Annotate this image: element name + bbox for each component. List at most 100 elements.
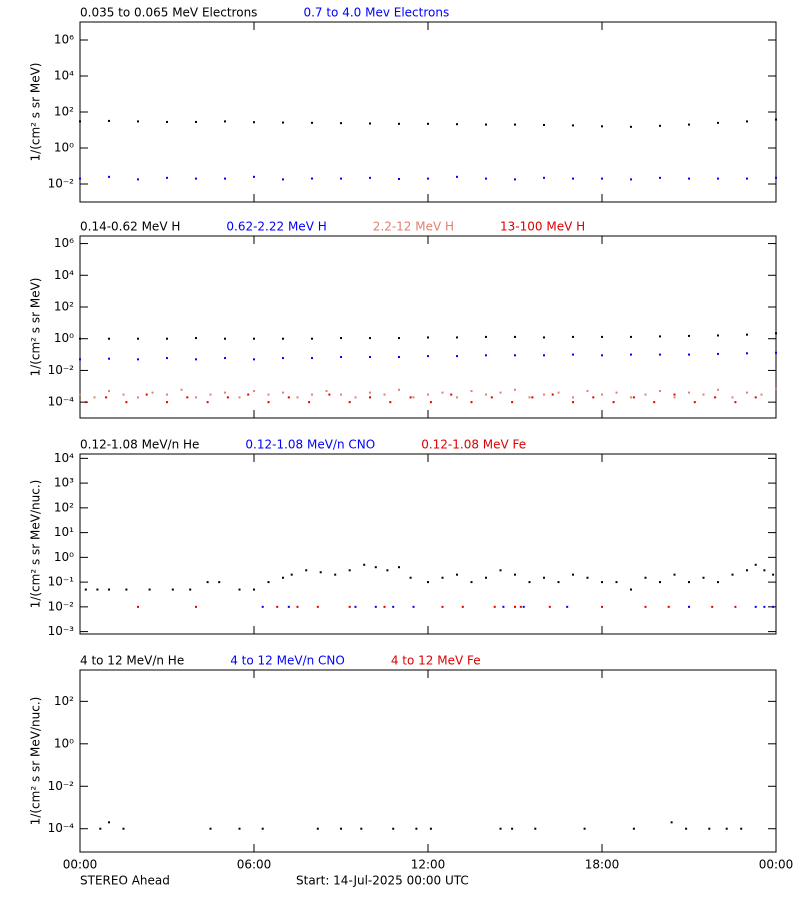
data-point bbox=[415, 827, 418, 830]
data-point bbox=[429, 827, 432, 830]
data-point bbox=[711, 605, 714, 608]
data-point bbox=[392, 605, 395, 608]
x-tick-label: 00:00 bbox=[63, 858, 98, 872]
data-point bbox=[282, 337, 284, 340]
data-point bbox=[514, 388, 516, 391]
y-axis-label: 1/(cm² s sr MeV) bbox=[29, 278, 43, 377]
data-point bbox=[206, 401, 209, 404]
data-point bbox=[267, 393, 270, 396]
y-tick-label: 10¹ bbox=[54, 525, 74, 539]
data-point bbox=[514, 123, 516, 126]
data-point bbox=[282, 121, 284, 124]
data-point bbox=[108, 357, 110, 360]
legend-entry: 2.2-12 MeV H bbox=[373, 220, 454, 234]
data-point bbox=[714, 396, 717, 399]
data-point bbox=[470, 390, 473, 393]
data-point bbox=[717, 388, 719, 391]
data-point bbox=[763, 569, 766, 572]
data-point bbox=[688, 605, 690, 608]
data-point bbox=[328, 393, 331, 396]
data-point bbox=[348, 569, 351, 572]
data-point bbox=[688, 123, 690, 126]
data-point bbox=[195, 337, 197, 340]
data-point bbox=[319, 571, 322, 574]
data-point bbox=[754, 605, 757, 608]
data-point bbox=[360, 827, 363, 830]
data-point bbox=[282, 576, 284, 579]
data-point bbox=[746, 177, 748, 180]
data-point bbox=[775, 351, 777, 354]
data-point bbox=[369, 122, 371, 125]
legend-entry: 0.7 to 4.0 Mev Electrons bbox=[303, 6, 449, 20]
data-point bbox=[253, 337, 255, 340]
data-point bbox=[511, 401, 514, 404]
data-point bbox=[226, 396, 229, 399]
data-point bbox=[398, 122, 400, 125]
data-point bbox=[615, 581, 618, 584]
data-point bbox=[209, 393, 212, 396]
data-point bbox=[79, 337, 81, 340]
data-point bbox=[282, 391, 284, 394]
data-point bbox=[354, 605, 357, 608]
data-point bbox=[557, 581, 560, 584]
data-point bbox=[99, 827, 102, 830]
data-point bbox=[514, 573, 516, 576]
data-point bbox=[287, 605, 290, 608]
legend-entry: 0.12-1.08 MeV/n CNO bbox=[245, 438, 375, 452]
data-point bbox=[398, 356, 400, 359]
legend-entry: 4 to 12 MeV/n CNO bbox=[230, 654, 345, 668]
y-tick-label: 10² bbox=[54, 500, 74, 514]
data-point bbox=[238, 827, 241, 830]
data-point bbox=[688, 177, 690, 180]
data-point bbox=[772, 573, 775, 576]
data-point bbox=[456, 123, 458, 126]
data-point bbox=[122, 393, 125, 396]
data-point bbox=[731, 573, 734, 576]
data-point bbox=[137, 178, 139, 181]
data-point bbox=[238, 396, 241, 399]
y-axis-label: 1/(cm² s sr MeV/nuc.) bbox=[29, 480, 43, 609]
data-point bbox=[760, 393, 763, 396]
data-point bbox=[311, 177, 313, 180]
data-point bbox=[354, 396, 357, 399]
footer-right: Start: 14-Jul-2025 00:00 UTC bbox=[296, 874, 469, 888]
y-tick-label: 10⁰ bbox=[54, 331, 74, 345]
data-point bbox=[195, 396, 197, 399]
y-tick-label: 10⁶ bbox=[54, 33, 74, 47]
data-point bbox=[772, 605, 775, 608]
data-point bbox=[543, 123, 545, 126]
data-point bbox=[746, 569, 748, 572]
data-point bbox=[583, 827, 586, 830]
data-point bbox=[456, 175, 458, 178]
data-point bbox=[276, 605, 279, 608]
data-point bbox=[667, 605, 670, 608]
data-point bbox=[108, 337, 110, 340]
data-point bbox=[586, 576, 589, 579]
data-point bbox=[79, 358, 81, 361]
data-point bbox=[673, 573, 676, 576]
data-point bbox=[325, 390, 328, 393]
data-point bbox=[485, 576, 487, 579]
data-point bbox=[195, 177, 197, 180]
plot-frame bbox=[79, 669, 777, 853]
data-point bbox=[311, 393, 313, 396]
data-point bbox=[659, 390, 661, 393]
data-point bbox=[685, 827, 688, 830]
data-point bbox=[522, 605, 525, 608]
data-point bbox=[746, 333, 748, 336]
data-point bbox=[79, 393, 81, 396]
data-point bbox=[499, 391, 502, 394]
data-point bbox=[79, 177, 81, 180]
data-point bbox=[148, 588, 151, 591]
data-point bbox=[630, 125, 632, 128]
data-point bbox=[386, 569, 389, 572]
data-point bbox=[746, 391, 748, 394]
data-point bbox=[209, 827, 212, 830]
data-point bbox=[673, 396, 676, 399]
data-point bbox=[531, 396, 534, 399]
data-point bbox=[171, 588, 174, 591]
data-point bbox=[137, 605, 139, 608]
data-point bbox=[746, 352, 748, 355]
data-point bbox=[572, 335, 574, 338]
